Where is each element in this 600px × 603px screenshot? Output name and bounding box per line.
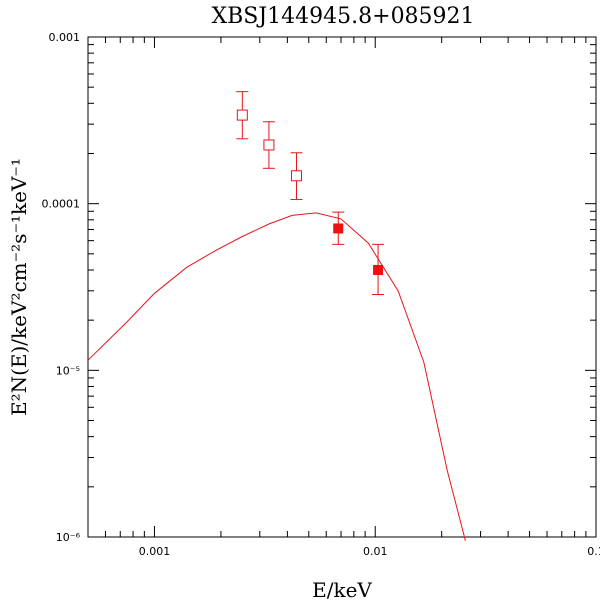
chart-title: XBSJ144945.8+085921 — [211, 4, 474, 29]
data-point-open — [291, 170, 303, 182]
axis-tick-labels: 0.001 0.01 0.1 10⁻⁶ 10⁻⁵ 0.0001 0.001 — [42, 31, 600, 558]
y-tick-label: 0.0001 — [42, 198, 81, 211]
y-axis-label: E²N(E)/keV²cm⁻²s⁻¹keV⁻¹ — [7, 158, 31, 416]
x-tick-label: 0.001 — [139, 545, 171, 558]
plot-area — [87, 91, 466, 541]
data-point-open — [236, 109, 248, 121]
x-axis-label: E/keV — [312, 578, 372, 602]
y-tick-label: 0.001 — [49, 31, 81, 44]
data-point-filled — [333, 223, 344, 234]
data-point-filled — [373, 264, 384, 275]
model-curve — [87, 212, 466, 541]
axis-ticks — [87, 36, 597, 538]
plot-frame — [87, 36, 597, 538]
y-tick-label: 10⁻⁵ — [56, 364, 80, 377]
y-tick-label: 10⁻⁶ — [56, 531, 81, 544]
x-tick-label: 0.01 — [363, 545, 388, 558]
x-tick-label: 0.1 — [587, 545, 600, 558]
data-point-open — [263, 139, 275, 151]
